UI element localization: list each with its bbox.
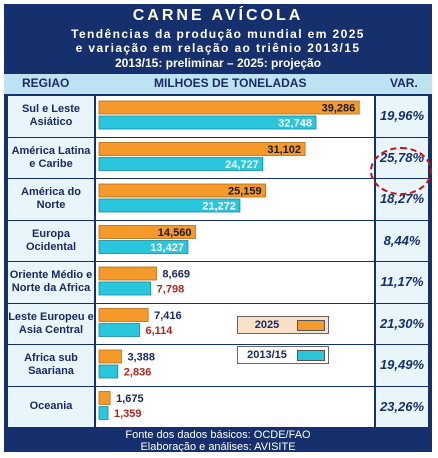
variation-value: 19,96% — [379, 108, 425, 123]
data-label-2025: 14,560 — [158, 227, 192, 239]
bar-2025 — [98, 266, 157, 281]
bar-2025 — [98, 183, 267, 198]
data-label-2025: 1,675 — [116, 393, 144, 405]
bar-2025 — [98, 142, 306, 156]
bar-2013-15 — [98, 240, 189, 254]
footer: Fonte dos dados básicos: OCDE/FAO Elabor… — [4, 429, 432, 453]
bar-2025 — [98, 225, 196, 239]
data-label-2013-15: 2,836 — [124, 367, 152, 379]
legend-item-2013-15: 2013/15 — [237, 346, 329, 364]
column-header-region: REGIAO — [22, 76, 70, 90]
variation-cell: 21,30% — [376, 303, 428, 344]
legend-swatch-2025 — [297, 320, 325, 331]
region-cell: Leste Europeu e Asia Central — [8, 303, 94, 344]
variation-value: 23,26% — [379, 398, 425, 414]
region-label: América do Norte — [21, 186, 81, 212]
variation-cell: 19,49% — [376, 345, 428, 386]
variation-value: 19,49% — [379, 357, 425, 372]
bar-cell — [96, 386, 374, 427]
bar-2013-15 — [98, 115, 317, 130]
data-label-2013-15: 13,427 — [150, 242, 184, 254]
legend-label-2013-15: 2013/15 — [247, 349, 287, 361]
region-cell: América Latina e Caribe — [8, 137, 94, 178]
region-label: Europa Ocidental — [25, 227, 77, 253]
column-header-row: REGIAO MILHOES DE TONELADAS VAR. — [4, 74, 432, 94]
variation-value: 21,30% — [379, 315, 425, 331]
data-label-2025: 39,286 — [322, 103, 356, 115]
data-label-2025: 8,669 — [162, 269, 190, 281]
bar-2013-15 — [98, 323, 140, 337]
chart-title: CARNE AVÍCOLA — [132, 7, 304, 24]
region-cell: Oriente Médio e Norte da Africa — [8, 262, 94, 303]
subtitle-line-1: Tendências da produção mundial em 2025 — [71, 27, 365, 41]
data-label-2013-15: 1,359 — [114, 408, 142, 420]
region-label: Leste Europeu e Asia Central — [8, 310, 94, 336]
column-header-variation: VAR. — [390, 76, 418, 90]
highlight-ellipse — [370, 147, 432, 195]
region-cell: Europa Ocidental — [8, 220, 94, 261]
bar-chart: 39,286 32,748 31,102 24,727 25,159 21,272 14,5… — [98, 100, 360, 420]
variation-value: 11,17% — [380, 274, 424, 289]
variation-value: 18,27% — [379, 191, 425, 206]
data-label-2025: 25,159 — [228, 186, 262, 198]
region-label: Africa sub Saariana — [24, 352, 78, 378]
variation-cell: 23,26% — [376, 386, 428, 427]
region-label: Oceania — [29, 400, 73, 413]
bar-2013-15 — [98, 281, 152, 296]
region-label: Sul e Leste Asiático — [21, 103, 81, 129]
variation-value: 8,44% — [383, 232, 421, 248]
bar-2025 — [98, 100, 360, 115]
subtitle-line-3: 2013/15: preliminar – 2025: projeção — [114, 56, 322, 70]
data-label-2013-15: 21,272 — [202, 201, 236, 213]
legend-item-2025: 2025 — [237, 316, 329, 334]
chart-frame: CARNE AVÍCOLA Tendências da produção mun… — [4, 4, 432, 453]
footer-credits: Elaboração e análises: AVISITE — [140, 441, 296, 453]
region-cell: Oceania — [8, 386, 94, 427]
legend-swatch-2013-15 — [297, 350, 325, 361]
variation-cell: 19,96% — [376, 96, 428, 137]
bar-2013-15 — [98, 364, 119, 379]
data-label-2025: 31,102 — [267, 144, 301, 156]
data-label-2025: 3,388 — [127, 352, 155, 364]
bar-2013-15 — [98, 198, 241, 213]
bar-2013-15 — [98, 157, 264, 171]
data-label-2013-15: 6,114 — [146, 325, 174, 337]
legend-label-2025: 2025 — [254, 319, 280, 331]
region-cell: América do Norte — [8, 179, 94, 220]
region-cell: Sul e Leste Asiático — [8, 96, 94, 137]
data-label-2013-15: 7,798 — [157, 284, 185, 296]
data-label-2013-15: 32,748 — [278, 118, 312, 130]
bar-2025 — [98, 349, 122, 364]
data-label-2013-15: 24,727 — [225, 159, 259, 171]
region-label: América Latina e Caribe — [11, 144, 91, 170]
bar-2025 — [98, 308, 149, 322]
bar-2013-15 — [98, 406, 109, 420]
subtitle-line-2: e variação em relação ao triênio 2013/15 — [75, 41, 361, 55]
column-header-values: MILHOES DE TONELADAS — [154, 76, 307, 90]
region-label: Oriente Médio e Norte da Africa — [9, 269, 93, 295]
variation-cell: 11,17% — [376, 262, 428, 303]
footer-source: Fonte dos dados básicos: OCDE/FAO — [125, 429, 311, 441]
variation-cell: 8,44% — [376, 220, 428, 261]
bar-2025 — [98, 391, 111, 405]
data-label-2025: 7,416 — [154, 310, 182, 322]
region-cell: Africa sub Saariana — [8, 345, 94, 386]
